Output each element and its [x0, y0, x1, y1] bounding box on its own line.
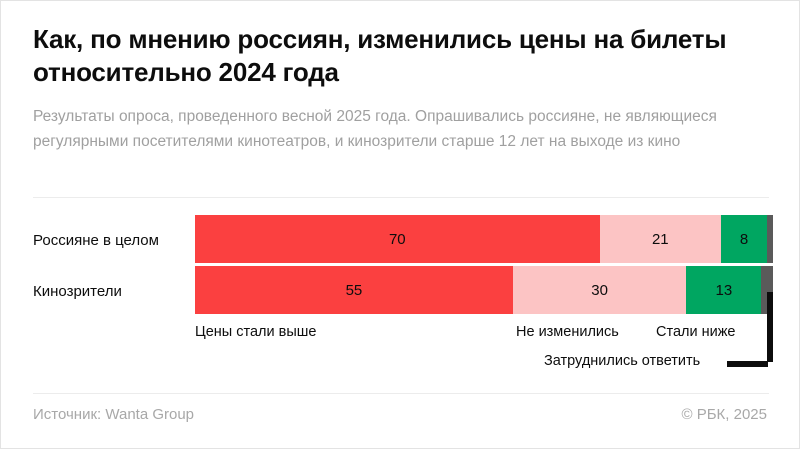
footer-copyright: © РБК, 2025 — [681, 406, 767, 423]
bar-segment-higher: 55 — [195, 266, 513, 314]
leader-line-vertical — [767, 292, 773, 362]
table-row: 70 21 8 — [195, 215, 773, 263]
bar-segment-value: 55 — [345, 281, 363, 299]
bar-segment-value: 13 — [715, 281, 733, 299]
footer-source: Источник: Wanta Group — [33, 406, 195, 423]
bar-segment-lower: 8 — [720, 215, 768, 263]
page-subtitle: Результаты опроса, проведенного весной 2… — [33, 108, 717, 150]
table-row: 55 30 13 — [195, 266, 773, 314]
bar-row-label: Кинозрители — [33, 283, 122, 300]
bar-segment-nodata — [761, 266, 773, 314]
page-title: Как, по мнению россиян, изменились цены … — [33, 24, 727, 87]
bar-segment-higher: 70 — [195, 215, 600, 263]
legend-item-same: Не изменились — [516, 324, 619, 340]
legend-item-lower: Стали ниже — [656, 324, 736, 340]
bar-segment-same: 30 — [512, 266, 687, 314]
bar-segment-value: 30 — [591, 281, 608, 299]
bar-segment-value: 70 — [388, 230, 406, 248]
legend-item-nodata: Затруднились ответить — [544, 353, 701, 369]
bar-segment-same: 21 — [599, 215, 721, 263]
bar-segment-value: 21 — [651, 230, 669, 248]
leader-line-horizontal — [727, 361, 768, 367]
bar-segment-lower: 13 — [686, 266, 762, 314]
divider-top — [33, 197, 769, 198]
bar-segment-value: 8 — [739, 230, 749, 248]
bar-segment-nodata — [767, 215, 773, 263]
bar-row-label: Россияне в целом — [33, 232, 159, 249]
legend-item-higher: Цены стали выше — [195, 324, 317, 340]
divider-bottom — [33, 393, 769, 394]
